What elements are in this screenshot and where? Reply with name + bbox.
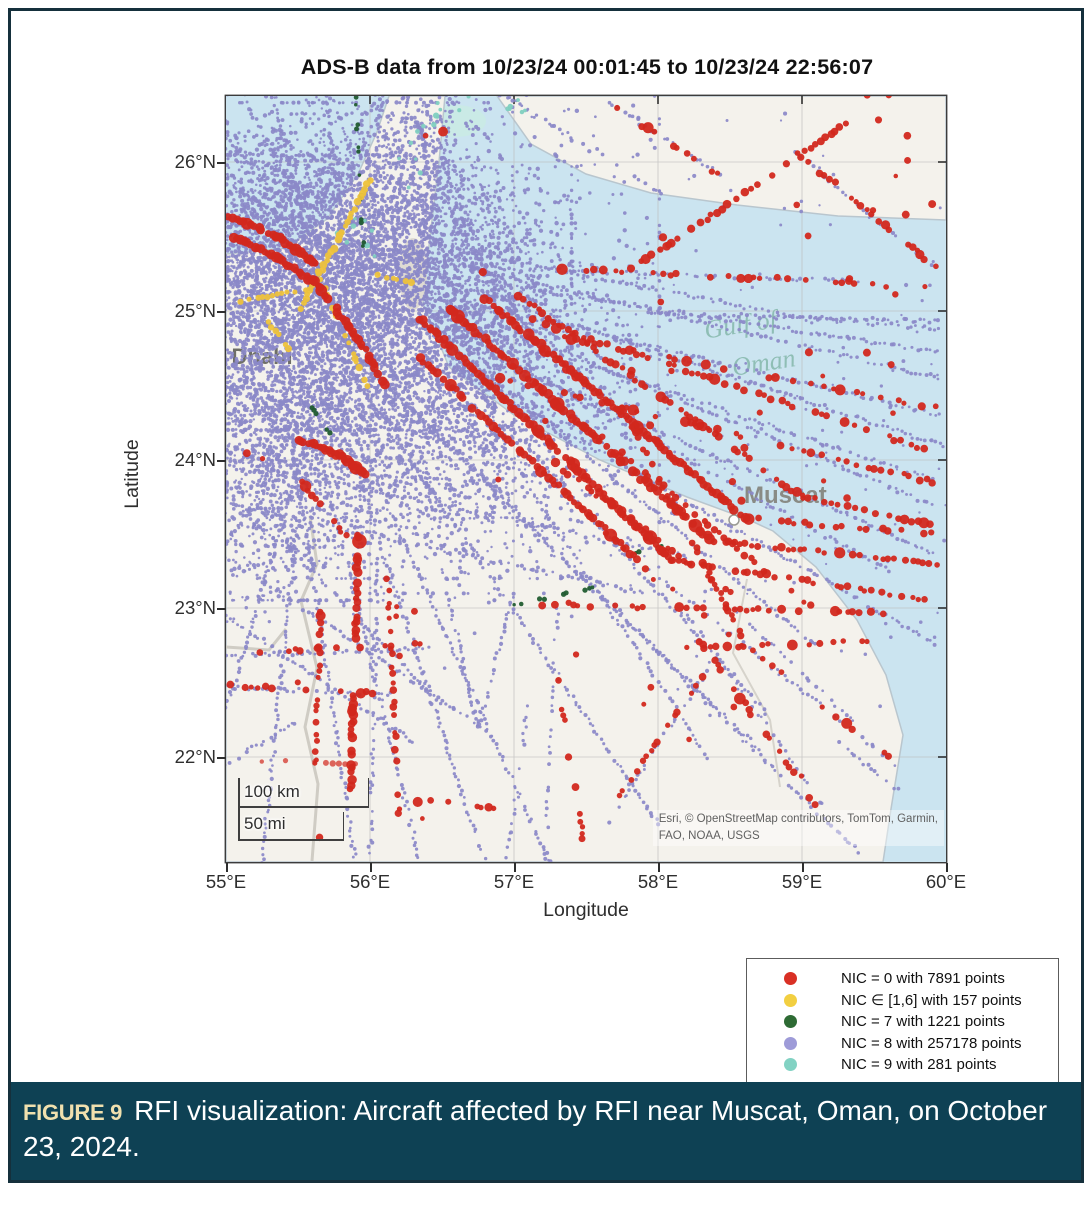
legend-label: NIC = 8 with 257178 points (841, 1034, 1022, 1052)
tick-mark (217, 608, 226, 610)
x-tick-label: 58°E (637, 871, 679, 892)
caption-text: RFI visualization: Aircraft affected by … (23, 1095, 1048, 1163)
figure-frame: ADS-B data from 10/23/24 00:01:45 to 10/… (8, 8, 1084, 1183)
caption-bar: FIGURE 9 RFI visualization: Aircraft affe… (11, 1082, 1081, 1180)
tick-mark (217, 311, 226, 313)
tick-mark (217, 460, 226, 462)
tick-mark (370, 863, 372, 872)
attribution-line: Esri, © OpenStreetMap contributors, TomT… (658, 812, 938, 825)
legend-item: NIC = 0 with 7891 points (747, 968, 1058, 990)
legend-item: NIC = 8 with 257178 points (747, 1033, 1058, 1055)
tick-mark (658, 863, 660, 872)
tick-mark (217, 162, 226, 164)
legend-item: NIC ∈ [1,6] with 157 points (747, 990, 1058, 1012)
legend: NIC = 0 with 7891 points NIC ∈ [1,6] with… (746, 958, 1059, 1085)
y-tick-label: 24°N (174, 449, 216, 470)
tick-mark (946, 863, 948, 872)
chart-title: ADS-B data from 10/23/24 00:01:45 to 10/… (300, 55, 874, 79)
legend-label: NIC ∈ [1,6] with 157 points (841, 992, 1022, 1010)
legend-dot-icon (784, 972, 797, 986)
y-axis-label: Latitude (121, 439, 143, 509)
legend-item: NIC = 7 with 1221 points (747, 1011, 1058, 1033)
tick-mark (226, 863, 228, 872)
caption-paragraph: FIGURE 9 RFI visualization: Aircraft affe… (23, 1093, 1061, 1166)
map-attribution: Esri, © OpenStreetMap contributors, TomT… (652, 809, 944, 846)
scale-bar-line (238, 806, 369, 808)
legend-label: NIC = 7 with 1221 points (841, 1013, 1005, 1031)
caption-figure-label: FIGURE 9 (23, 1100, 123, 1125)
tick-mark (514, 863, 516, 872)
data-points-canvas (226, 96, 946, 862)
tick-mark (802, 863, 804, 872)
x-tick-label: 57°E (493, 871, 535, 892)
y-tick-label: 23°N (174, 597, 216, 618)
y-tick-label: 22°N (174, 746, 216, 767)
x-tick-label: 60°E (925, 871, 967, 892)
x-axis-label: Longitude (543, 899, 629, 921)
y-tick-label: 26°N (174, 151, 216, 172)
x-tick-label: 55°E (205, 871, 247, 892)
legend-dot-icon (784, 1015, 797, 1029)
legend-dot-icon (784, 993, 797, 1007)
scale-bar-line (367, 778, 369, 806)
legend-label: NIC = 9 with 281 points (841, 1056, 997, 1074)
tick-mark (217, 757, 226, 759)
legend-dot-icon (784, 1036, 797, 1050)
map-plot: Gulf of Oman u Dhabi Muscat 100 km 50 mi… (226, 96, 946, 862)
attribution-line: FAO, NOAA, USGS (658, 829, 760, 842)
scale-bar-mi-label: 50 mi (244, 814, 286, 833)
scale-bar-line (238, 778, 240, 840)
x-tick-label: 56°E (349, 871, 391, 892)
x-tick-label: 59°E (781, 871, 823, 892)
legend-item: NIC = 9 with 281 points (747, 1054, 1058, 1076)
y-tick-label: 25°N (174, 300, 216, 321)
legend-label: NIC = 0 with 7891 points (841, 970, 1005, 988)
legend-dot-icon (784, 1058, 797, 1072)
scale-bar-line (238, 839, 344, 841)
scale-bar-line (342, 812, 344, 839)
scale-bar-km-label: 100 km (244, 782, 300, 801)
